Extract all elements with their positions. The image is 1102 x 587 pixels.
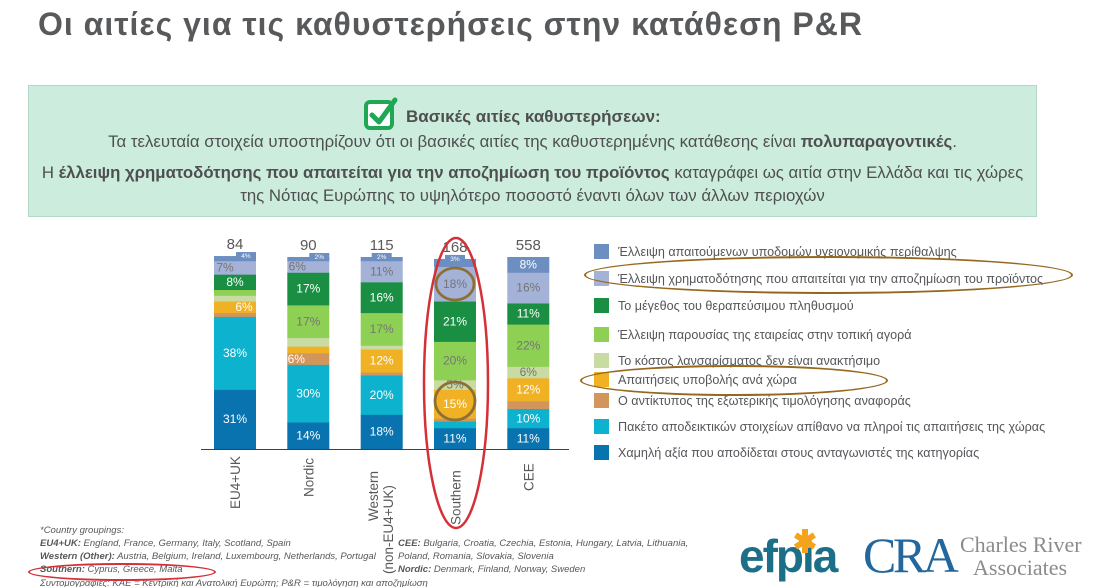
svg-text:EU4+UK: EU4+UK — [228, 456, 243, 509]
svg-text:12%: 12% — [370, 354, 394, 368]
svg-text:11%: 11% — [443, 431, 466, 445]
svg-text:CEE: CEE — [522, 463, 537, 491]
svg-text:2%: 2% — [377, 254, 387, 261]
svg-text:18%: 18% — [443, 277, 467, 291]
svg-text:16%: 16% — [516, 281, 540, 295]
svg-text:17%: 17% — [370, 322, 394, 336]
svg-text:17%: 17% — [296, 314, 320, 328]
svg-text:11%: 11% — [517, 307, 540, 321]
svg-text:22%: 22% — [516, 338, 540, 352]
svg-text:21%: 21% — [443, 314, 467, 328]
svg-text:31%: 31% — [223, 412, 247, 426]
svg-text:90: 90 — [300, 237, 317, 254]
svg-text:6%: 6% — [520, 365, 538, 379]
svg-text:8%: 8% — [520, 258, 538, 272]
svg-text:20%: 20% — [370, 388, 394, 402]
svg-text:38%: 38% — [223, 346, 247, 360]
svg-text:6%: 6% — [288, 352, 306, 366]
svg-text:7%: 7% — [216, 261, 234, 275]
svg-text:17%: 17% — [296, 282, 320, 296]
svg-text:Southern: Southern — [449, 470, 464, 525]
svg-text:14%: 14% — [296, 429, 320, 443]
svg-text:Western: Western — [366, 471, 381, 521]
svg-text:115: 115 — [370, 237, 394, 254]
svg-text:15%: 15% — [443, 397, 467, 411]
svg-text:20%: 20% — [443, 354, 467, 368]
svg-text:18%: 18% — [370, 425, 394, 439]
svg-text:8%: 8% — [226, 275, 244, 289]
svg-text:16%: 16% — [370, 290, 394, 304]
svg-text:558: 558 — [516, 237, 541, 254]
svg-text:11%: 11% — [517, 431, 540, 445]
svg-text:Nordic: Nordic — [302, 458, 317, 497]
svg-text:30%: 30% — [296, 386, 320, 400]
svg-text:84: 84 — [227, 236, 244, 253]
svg-text:6%: 6% — [235, 300, 253, 314]
svg-text:(non-EU4+UK): (non-EU4+UK) — [381, 485, 396, 574]
svg-text:10%: 10% — [516, 411, 540, 425]
svg-text:2%: 2% — [315, 254, 325, 261]
svg-text:6%: 6% — [289, 260, 307, 274]
svg-text:11%: 11% — [370, 264, 393, 278]
svg-text:3%: 3% — [450, 256, 460, 263]
svg-text:12%: 12% — [516, 382, 540, 396]
svg-text:4%: 4% — [241, 253, 251, 260]
